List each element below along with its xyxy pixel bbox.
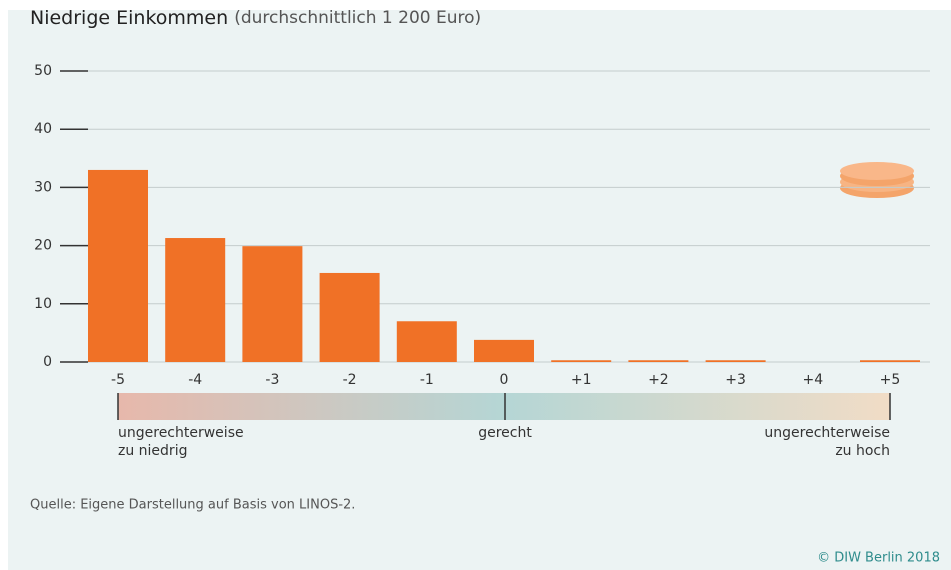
- y-tick-label: 50: [34, 63, 52, 79]
- bar: [165, 238, 226, 362]
- scale-label: ungerechterweise: [764, 425, 890, 441]
- x-tick-label: +3: [725, 372, 746, 388]
- bar: [705, 360, 766, 362]
- x-tick-label: -2: [343, 372, 357, 388]
- x-tick-label: +4: [802, 372, 823, 388]
- subtitle: (durchschnittlich 1 200 Euro): [234, 8, 481, 28]
- source-note: Quelle: Eigene Darstellung auf Basis von…: [30, 498, 355, 513]
- x-tick-label: 0: [500, 372, 509, 388]
- y-tick-label: 10: [34, 296, 52, 312]
- scale-label: zu niedrig: [118, 443, 187, 459]
- bar: [319, 272, 380, 362]
- scale-label: zu hoch: [835, 443, 890, 459]
- bar: [396, 321, 457, 362]
- x-tick-label: -4: [188, 372, 202, 388]
- title: Niedrige Einkommen: [30, 7, 228, 29]
- x-tick-label: -5: [111, 372, 125, 388]
- bar: [551, 360, 612, 362]
- bar: [860, 360, 920, 362]
- x-tick-label: -1: [420, 372, 434, 388]
- y-tick-label: 20: [34, 238, 52, 254]
- y-tick-label: 40: [34, 121, 52, 137]
- copyright: © DIW Berlin 2018: [817, 551, 940, 566]
- bar: [474, 339, 534, 362]
- fairness-scale: [118, 393, 890, 420]
- x-tick-label: +1: [571, 372, 592, 388]
- scale-label: gerecht: [478, 425, 532, 441]
- x-tick-label: +5: [880, 372, 901, 388]
- y-tick-label: 30: [34, 179, 52, 195]
- bar: [242, 246, 303, 362]
- x-tick-label: -3: [265, 372, 279, 388]
- scale-label: ungerechterweise: [118, 425, 244, 441]
- bar: [88, 169, 148, 362]
- chart-title: Niedrige Einkommen (durchschnittlich 1 2…: [30, 7, 481, 29]
- bar: [628, 360, 689, 362]
- panel-background: [8, 10, 951, 570]
- coin-icon: [840, 162, 914, 198]
- x-tick-label: +2: [648, 372, 669, 388]
- y-tick-label: 0: [43, 354, 52, 370]
